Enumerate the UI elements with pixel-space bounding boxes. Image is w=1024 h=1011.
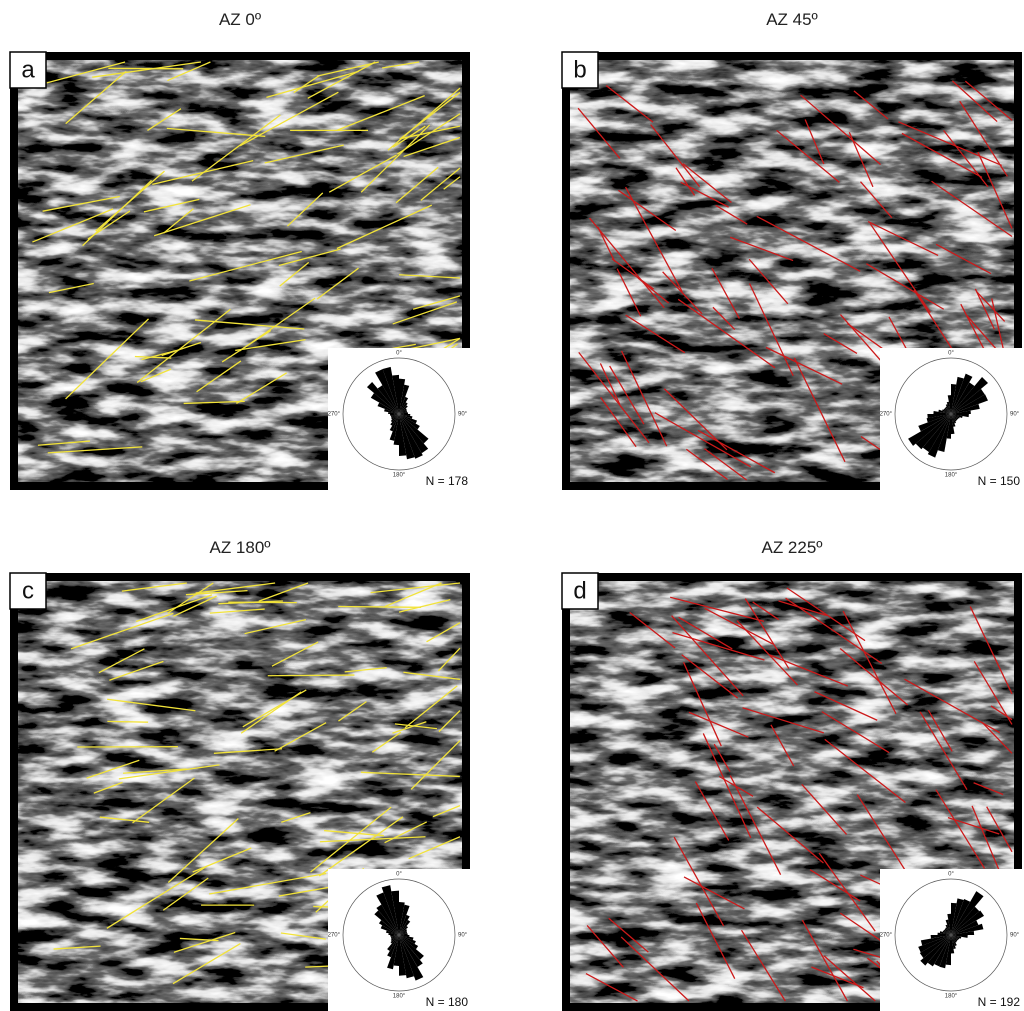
panel: AZ 45º b 0° 90° 180° 270° N = 150 xyxy=(562,10,1022,490)
figure: AZ 0º a 0° 90° 180° 270° N = 178 AZ 45º b 0° 90° 18… xyxy=(0,0,1024,1011)
lineament xyxy=(338,607,421,608)
count-label: N = 178 xyxy=(426,474,469,488)
rose-axis-label: 90° xyxy=(458,933,468,939)
rose-axis-label: 270° xyxy=(328,933,341,939)
rose-axis-label: 180° xyxy=(393,994,406,1000)
rose-axis-label: 270° xyxy=(880,933,893,939)
rose-axis-label: 90° xyxy=(458,412,468,418)
rose-axis-label: 0° xyxy=(948,872,954,878)
rose-axis-label: 90° xyxy=(1010,933,1020,939)
rose-axis-label: 0° xyxy=(396,351,402,357)
rose-axis-label: 180° xyxy=(945,994,958,1000)
panel-title: AZ 0º xyxy=(219,10,261,29)
rose-axis-label: 180° xyxy=(945,473,958,479)
rose-axis-label: 0° xyxy=(948,351,954,357)
lineament xyxy=(107,721,148,722)
count-label: N = 180 xyxy=(426,995,469,1009)
panel-title: AZ 180º xyxy=(209,538,270,557)
rose-axis-label: 0° xyxy=(396,872,402,878)
panel-title: AZ 225º xyxy=(761,538,822,557)
panel-letter: d xyxy=(573,577,586,604)
rose-axis-label: 270° xyxy=(880,412,893,418)
panel: AZ 225º d 0° 90° 180° 270° N = 192 xyxy=(562,538,1022,1011)
rose-axis-label: 270° xyxy=(328,412,341,418)
panel-letter: b xyxy=(573,56,586,83)
count-label: N = 150 xyxy=(978,474,1021,488)
lineament xyxy=(108,68,183,69)
panel-title: AZ 45º xyxy=(766,10,818,29)
panel: AZ 0º a 0° 90° 180° 270° N = 178 xyxy=(10,10,470,490)
rose-axis-label: 90° xyxy=(1010,412,1020,418)
panel-letter: c xyxy=(22,577,34,604)
panel: AZ 180º c 0° 90° 180° 270° N = 180 xyxy=(10,538,470,1011)
lineament xyxy=(268,675,355,676)
panel-letter: a xyxy=(21,56,35,83)
rose-axis-label: 180° xyxy=(393,473,406,479)
count-label: N = 192 xyxy=(978,995,1021,1009)
